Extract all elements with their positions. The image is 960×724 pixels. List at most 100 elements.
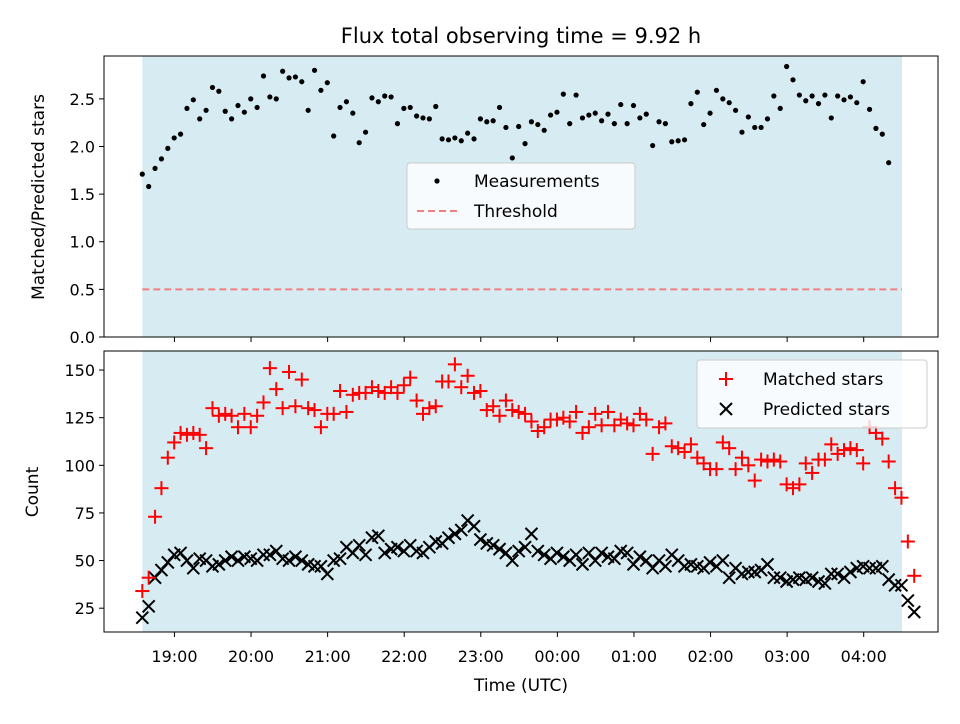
measurement-point (732, 107, 739, 113)
matched-star-point (199, 441, 214, 456)
measurement-point (273, 96, 279, 102)
measurement-point (611, 121, 617, 127)
measurement-point (624, 121, 630, 127)
top-legend-box (406, 162, 636, 230)
measurement-point (490, 118, 496, 124)
predicted-star-point (843, 565, 858, 579)
x-axis-label: Time (UTC) (473, 676, 568, 696)
measurement-point (331, 133, 337, 139)
measurement-point (554, 109, 560, 115)
matched-stars-series (135, 357, 922, 599)
y-tick-label: 100 (64, 456, 95, 475)
y-tick-label: 0.5 (70, 280, 95, 299)
measurement-point (528, 119, 535, 125)
measurement-point (407, 104, 413, 111)
measurement-point (465, 130, 471, 136)
measurement-point (535, 121, 541, 128)
predicted-star-point (141, 599, 156, 613)
top-axes-frame (103, 55, 939, 338)
predicted-star-point (186, 561, 201, 575)
matched-star-point (849, 443, 864, 458)
bottom-axes-frame (103, 350, 939, 633)
matched-star-point (888, 481, 903, 496)
matched-star-point (498, 393, 513, 408)
predicted-star-point (658, 559, 673, 573)
measurement-point (854, 100, 860, 106)
measurement-point (356, 140, 362, 146)
measurement-point (139, 171, 145, 177)
matched-star-point (345, 387, 360, 402)
matched-star-point (358, 385, 373, 400)
measurement-point (790, 77, 796, 83)
predicted-star-point (473, 532, 488, 547)
matched-star-point (390, 385, 405, 400)
x-tick-label: 00:00 (534, 647, 580, 666)
predicted-star-point (454, 523, 468, 537)
matched-star-point (581, 420, 596, 435)
measurement-point (841, 97, 847, 103)
top-panel: 0.0 0.5 1.0 1.5 2.0 2.5 Flux total observing … (29, 24, 939, 347)
matched-star-point (288, 399, 303, 414)
measurement-point (777, 105, 783, 111)
matched-star-point (224, 408, 239, 423)
matched-star-point (728, 462, 743, 477)
measurement-point (567, 121, 573, 127)
matched-star-point (645, 446, 660, 461)
measurement-point (618, 101, 624, 108)
measurement-point (771, 93, 777, 99)
matched-star-point (792, 477, 807, 492)
predicted-star-point (524, 527, 539, 541)
measurement-point (579, 115, 586, 121)
measurement-point (573, 92, 579, 98)
measurement-point (592, 110, 598, 116)
measurement-point (650, 142, 656, 149)
matched-star-point (715, 435, 730, 450)
predicted-star-point (767, 570, 781, 585)
predicted-star-point (320, 567, 335, 581)
predicted-star-point (263, 548, 277, 562)
predicted-star-point (212, 557, 226, 572)
predicted-star-point (550, 546, 564, 560)
predicted-star-point (511, 544, 526, 558)
matched-star-point (747, 473, 762, 488)
y-tick-label: 1.0 (70, 233, 95, 252)
predicted-star-point (894, 578, 909, 593)
measurement-point (630, 102, 637, 109)
measurement-point (815, 101, 822, 107)
matched-star-point (447, 357, 462, 372)
predicted-star-point (716, 553, 730, 568)
measurement-point (235, 102, 241, 109)
predicted-star-point (620, 546, 634, 560)
predicted-star-point (288, 550, 303, 564)
measurement-point (216, 88, 222, 94)
matched-star-point (486, 399, 501, 414)
measurement-point (152, 165, 158, 171)
matched-star-point (269, 382, 284, 397)
measurement-point (764, 116, 771, 122)
matched-star-point (588, 406, 603, 421)
measurements-series (139, 63, 892, 190)
measurement-point (241, 109, 247, 115)
measurement-point (305, 107, 311, 113)
matched-star-point (415, 406, 430, 421)
measurement-point (382, 93, 388, 99)
y-tick-label: 75 (75, 504, 95, 523)
predicted-star-point (333, 551, 347, 566)
measurement-point (547, 112, 554, 118)
measurement-point (158, 156, 165, 162)
measurement-point (177, 131, 184, 137)
matched-star-point (658, 416, 673, 431)
measurement-point (311, 67, 318, 73)
matched-star-point (518, 406, 533, 421)
matched-star-point (307, 403, 322, 418)
measurement-point (458, 138, 464, 144)
matched-star-point (881, 454, 896, 469)
x-tick-label: 21:00 (305, 647, 351, 666)
legend-threshold-label: Threshold (473, 202, 558, 222)
matched-star-point (467, 385, 482, 400)
measurement-point (165, 145, 171, 151)
matched-star-point (262, 361, 277, 376)
measurement-point (784, 63, 790, 70)
bottom-legend: Matched stars Predicted stars (696, 359, 928, 429)
measurement-point (522, 141, 528, 147)
